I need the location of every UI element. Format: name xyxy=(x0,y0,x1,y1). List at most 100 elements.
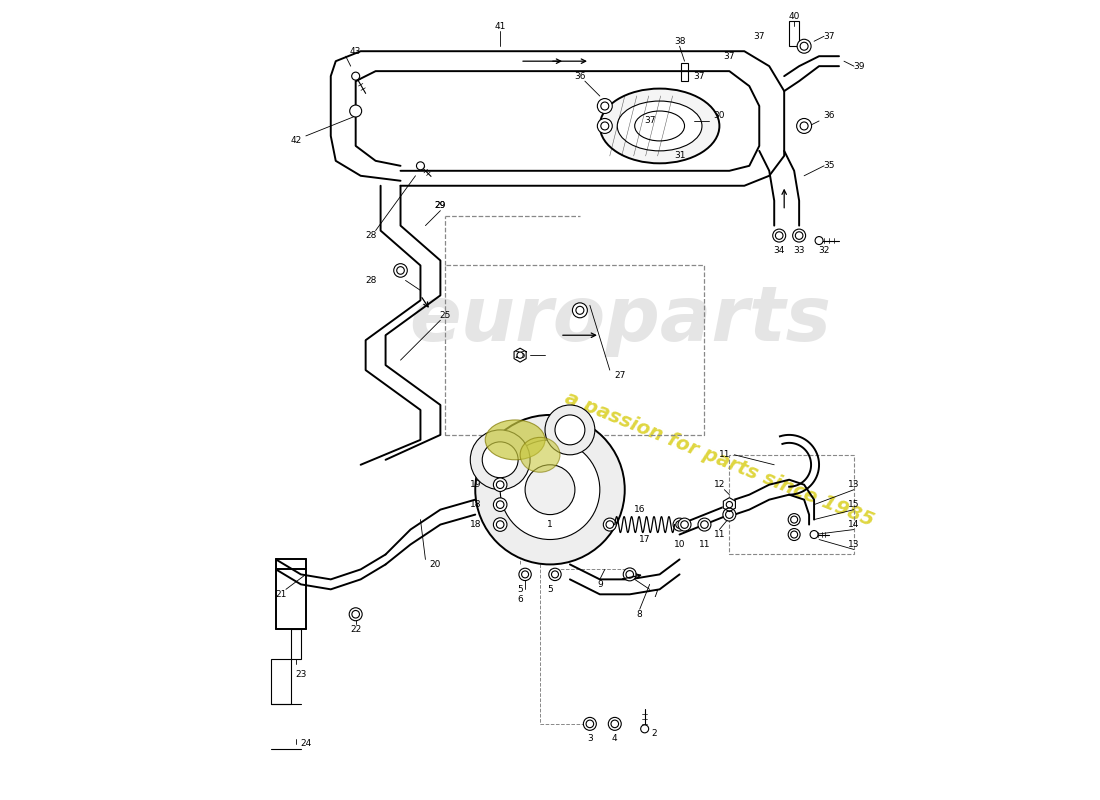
Circle shape xyxy=(583,718,596,730)
Circle shape xyxy=(776,232,783,239)
Circle shape xyxy=(525,465,575,514)
Circle shape xyxy=(601,102,608,110)
Text: 19: 19 xyxy=(470,480,481,490)
Circle shape xyxy=(352,610,360,618)
Circle shape xyxy=(475,415,625,565)
Circle shape xyxy=(795,232,803,239)
Text: 3: 3 xyxy=(587,734,593,743)
Text: 24: 24 xyxy=(300,739,311,748)
Text: 13: 13 xyxy=(848,540,860,549)
Circle shape xyxy=(417,162,425,170)
Text: 31: 31 xyxy=(674,151,685,160)
Text: 42: 42 xyxy=(290,137,301,146)
Circle shape xyxy=(798,39,811,54)
Text: 29: 29 xyxy=(434,201,447,210)
Text: 2: 2 xyxy=(652,730,658,738)
Circle shape xyxy=(815,237,823,245)
Text: 5: 5 xyxy=(547,585,553,594)
Circle shape xyxy=(352,72,360,80)
Circle shape xyxy=(698,518,711,531)
Polygon shape xyxy=(271,659,290,704)
Bar xyxy=(446,266,704,435)
Text: 12: 12 xyxy=(714,480,725,490)
Circle shape xyxy=(397,266,405,274)
Circle shape xyxy=(624,568,636,581)
Circle shape xyxy=(796,118,812,134)
Text: 6: 6 xyxy=(517,595,522,604)
Circle shape xyxy=(350,105,362,117)
Circle shape xyxy=(556,415,585,445)
Text: 26: 26 xyxy=(515,350,526,360)
Circle shape xyxy=(800,122,808,130)
Text: 32: 32 xyxy=(818,246,829,255)
Text: 28: 28 xyxy=(365,231,376,240)
Text: 37: 37 xyxy=(754,32,764,41)
Ellipse shape xyxy=(600,89,719,163)
Polygon shape xyxy=(514,348,526,362)
Ellipse shape xyxy=(617,101,702,151)
Text: 16: 16 xyxy=(634,505,646,514)
Text: 10: 10 xyxy=(674,540,685,549)
Text: 41: 41 xyxy=(495,22,506,31)
Text: 36: 36 xyxy=(574,72,585,81)
Circle shape xyxy=(496,481,504,489)
Circle shape xyxy=(349,608,362,621)
Polygon shape xyxy=(290,630,301,659)
Text: 14: 14 xyxy=(848,520,859,529)
Text: 37: 37 xyxy=(694,72,705,81)
Text: europarts: europarts xyxy=(409,283,830,358)
Circle shape xyxy=(597,98,613,114)
Text: 27: 27 xyxy=(614,370,626,379)
Circle shape xyxy=(789,529,800,541)
Polygon shape xyxy=(724,498,736,512)
Text: 37: 37 xyxy=(724,52,735,61)
Circle shape xyxy=(723,508,736,521)
Circle shape xyxy=(675,521,683,528)
Circle shape xyxy=(517,352,524,358)
Circle shape xyxy=(800,42,808,50)
Text: 39: 39 xyxy=(854,62,865,70)
Text: 30: 30 xyxy=(714,111,725,121)
Ellipse shape xyxy=(485,420,544,460)
Text: 25: 25 xyxy=(440,310,451,320)
Circle shape xyxy=(701,521,708,528)
Circle shape xyxy=(576,306,584,314)
Text: 22: 22 xyxy=(350,625,361,634)
Circle shape xyxy=(810,530,818,538)
Bar xyxy=(729,455,854,554)
Text: 18: 18 xyxy=(470,520,481,529)
Text: 1: 1 xyxy=(547,520,553,529)
Text: 7: 7 xyxy=(652,590,658,599)
Text: 11: 11 xyxy=(714,530,725,539)
Circle shape xyxy=(572,303,587,318)
Polygon shape xyxy=(681,63,688,81)
Circle shape xyxy=(496,501,504,509)
Text: 23: 23 xyxy=(295,670,307,678)
Text: 15: 15 xyxy=(848,500,860,509)
Ellipse shape xyxy=(635,111,684,141)
Circle shape xyxy=(471,430,530,490)
Text: 36: 36 xyxy=(823,111,835,121)
Circle shape xyxy=(726,502,733,508)
Circle shape xyxy=(494,498,507,511)
Circle shape xyxy=(601,122,608,130)
Circle shape xyxy=(726,511,734,518)
Text: 17: 17 xyxy=(639,535,650,544)
Polygon shape xyxy=(789,22,799,46)
Text: 37: 37 xyxy=(823,32,835,41)
Circle shape xyxy=(673,518,686,531)
Circle shape xyxy=(678,518,691,531)
Circle shape xyxy=(608,718,622,730)
Ellipse shape xyxy=(520,438,560,472)
Text: 9: 9 xyxy=(597,580,603,589)
Text: 40: 40 xyxy=(789,12,800,21)
Circle shape xyxy=(610,720,618,728)
Text: 37: 37 xyxy=(644,117,656,126)
Text: 13: 13 xyxy=(848,480,860,490)
Circle shape xyxy=(606,521,614,528)
Circle shape xyxy=(551,571,559,578)
Circle shape xyxy=(494,518,507,531)
Circle shape xyxy=(519,568,531,581)
Circle shape xyxy=(791,516,798,523)
Circle shape xyxy=(597,118,613,134)
